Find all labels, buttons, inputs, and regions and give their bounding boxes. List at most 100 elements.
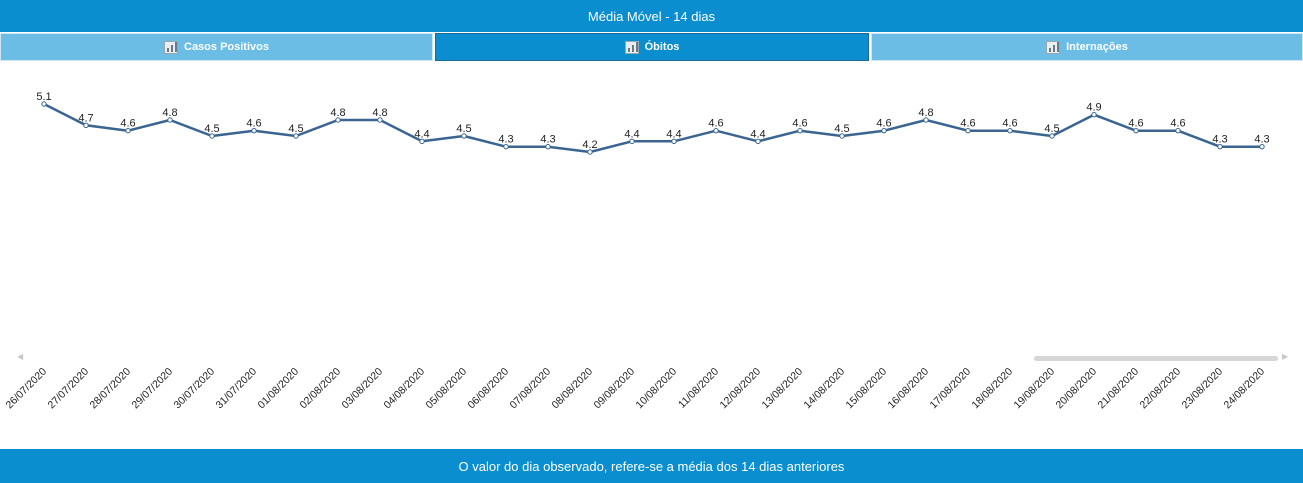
- data-label: 4.5: [204, 123, 219, 135]
- x-tick-label: 03/08/2020: [339, 366, 385, 412]
- data-label: 4.5: [834, 123, 849, 135]
- tab-bar: Casos Positivos Óbitos Internações: [0, 33, 1303, 61]
- data-point[interactable]: [167, 117, 173, 123]
- x-tick-label: 10/08/2020: [633, 366, 679, 412]
- tab-casos-positivos[interactable]: Casos Positivos: [0, 33, 433, 61]
- data-label: 4.5: [456, 123, 471, 135]
- data-label: 4.6: [120, 118, 135, 130]
- scroll-right-arrow[interactable]: ▶: [1282, 352, 1289, 361]
- data-label: 4.6: [1170, 118, 1185, 130]
- data-point[interactable]: [1007, 127, 1013, 134]
- data-point[interactable]: [1049, 133, 1055, 139]
- horizontal-scrollbar[interactable]: [1034, 356, 1278, 361]
- data-label: 4.6: [246, 118, 261, 130]
- data-point[interactable]: [1217, 143, 1223, 150]
- x-tick-label: 31/07/2020: [213, 366, 259, 412]
- data-point[interactable]: [419, 138, 425, 145]
- data-label: 4.4: [414, 128, 429, 140]
- data-label: 4.7: [78, 112, 93, 124]
- data-point[interactable]: [41, 101, 47, 107]
- data-point[interactable]: [713, 127, 719, 134]
- x-tick-label: 16/08/2020: [885, 366, 931, 412]
- data-label: 4.6: [876, 118, 891, 130]
- scroll-left-arrow[interactable]: ◀: [17, 352, 24, 361]
- data-point[interactable]: [335, 117, 341, 123]
- data-point[interactable]: [797, 127, 803, 134]
- series-line: [43, 102, 1262, 154]
- x-tick-label: 01/08/2020: [255, 366, 301, 412]
- line-chart: 5.1 26/07/2020 4.7 27/07/2020 4.6 28/07/2020 4…: [3, 91, 1269, 412]
- data-label: 4.5: [288, 123, 303, 135]
- data-label: 4.2: [582, 139, 597, 151]
- footer-note-bar: O valor do dia observado, refere-se a mé…: [0, 449, 1303, 483]
- data-label: 4.8: [162, 107, 177, 119]
- x-tick-label: 23/08/2020: [1179, 366, 1225, 412]
- data-label: 4.9: [1086, 102, 1101, 114]
- tab-obitos[interactable]: Óbitos: [435, 33, 869, 61]
- chart-title-bar: Média Móvel - 14 dias: [0, 0, 1303, 32]
- data-point[interactable]: [83, 122, 89, 129]
- data-label: 5.1: [36, 91, 51, 103]
- x-tick-label: 06/08/2020: [465, 366, 511, 412]
- bar-chart-icon: [1046, 40, 1061, 54]
- chart-area: 5.1 26/07/2020 4.7 27/07/2020 4.6 28/07/2020 4…: [0, 62, 1303, 448]
- data-label: 4.8: [330, 107, 345, 119]
- x-tick-label: 17/08/2020: [927, 366, 973, 412]
- x-tick-label: 05/08/2020: [423, 366, 469, 412]
- x-tick-label: 19/08/2020: [1011, 366, 1057, 412]
- data-label: 4.3: [498, 134, 513, 146]
- x-tick-label: 29/07/2020: [129, 366, 175, 412]
- data-point[interactable]: [545, 143, 551, 150]
- x-tick-label: 15/08/2020: [843, 366, 889, 412]
- data-point[interactable]: [1133, 127, 1139, 134]
- data-point[interactable]: [881, 127, 887, 134]
- x-tick-label: 27/07/2020: [45, 366, 91, 412]
- data-point[interactable]: [923, 117, 929, 123]
- chart-title: Média Móvel - 14 dias: [587, 8, 716, 24]
- x-tick-label: 24/08/2020: [1221, 366, 1267, 412]
- data-point[interactable]: [503, 143, 509, 150]
- x-tick-label: 21/08/2020: [1095, 366, 1141, 412]
- x-tick-label: 30/07/2020: [171, 366, 217, 412]
- data-point[interactable]: [125, 127, 131, 134]
- x-tick-label: 28/07/2020: [87, 366, 133, 412]
- x-tick-label: 13/08/2020: [759, 366, 805, 412]
- data-label: 4.8: [918, 107, 933, 119]
- data-label: 4.6: [792, 118, 807, 130]
- bar-chart-icon: [164, 40, 178, 54]
- data-label: 4.8: [372, 107, 387, 119]
- tab-label: Óbitos: [644, 41, 680, 53]
- footer-note: O valor do dia observado, refere-se a mé…: [458, 458, 845, 474]
- data-point[interactable]: [1259, 143, 1265, 150]
- data-point[interactable]: [293, 133, 299, 139]
- data-label: 4.6: [1002, 118, 1017, 130]
- data-point[interactable]: [755, 138, 761, 145]
- bar-chart-icon: [624, 40, 639, 54]
- data-point[interactable]: [671, 138, 677, 145]
- x-tick-label: 09/08/2020: [591, 366, 637, 412]
- data-label: 4.6: [708, 118, 723, 130]
- data-point[interactable]: [587, 149, 593, 155]
- data-point[interactable]: [839, 133, 845, 139]
- data-label: 4.5: [1044, 123, 1059, 135]
- data-point[interactable]: [629, 138, 635, 145]
- tab-label: Internações: [1066, 41, 1128, 53]
- data-point[interactable]: [209, 133, 215, 139]
- x-tick-label: 11/08/2020: [676, 366, 721, 411]
- data-label: 4.3: [1254, 134, 1269, 146]
- data-label: 4.3: [1212, 134, 1227, 146]
- data-label: 4.6: [960, 118, 975, 130]
- x-tick-label: 22/08/2020: [1137, 366, 1183, 412]
- tab-internacoes[interactable]: Internações: [871, 33, 1303, 61]
- data-point[interactable]: [377, 117, 383, 123]
- x-tick-label: 02/08/2020: [297, 366, 343, 412]
- data-point[interactable]: [965, 127, 971, 134]
- data-label: 4.4: [624, 128, 639, 140]
- x-tick-label: 07/08/2020: [507, 366, 553, 412]
- data-point[interactable]: [461, 133, 467, 139]
- data-point[interactable]: [1175, 127, 1181, 134]
- data-point[interactable]: [1091, 111, 1097, 118]
- data-label: 4.4: [666, 128, 681, 140]
- data-point[interactable]: [251, 127, 257, 134]
- data-label: 4.6: [1128, 118, 1143, 130]
